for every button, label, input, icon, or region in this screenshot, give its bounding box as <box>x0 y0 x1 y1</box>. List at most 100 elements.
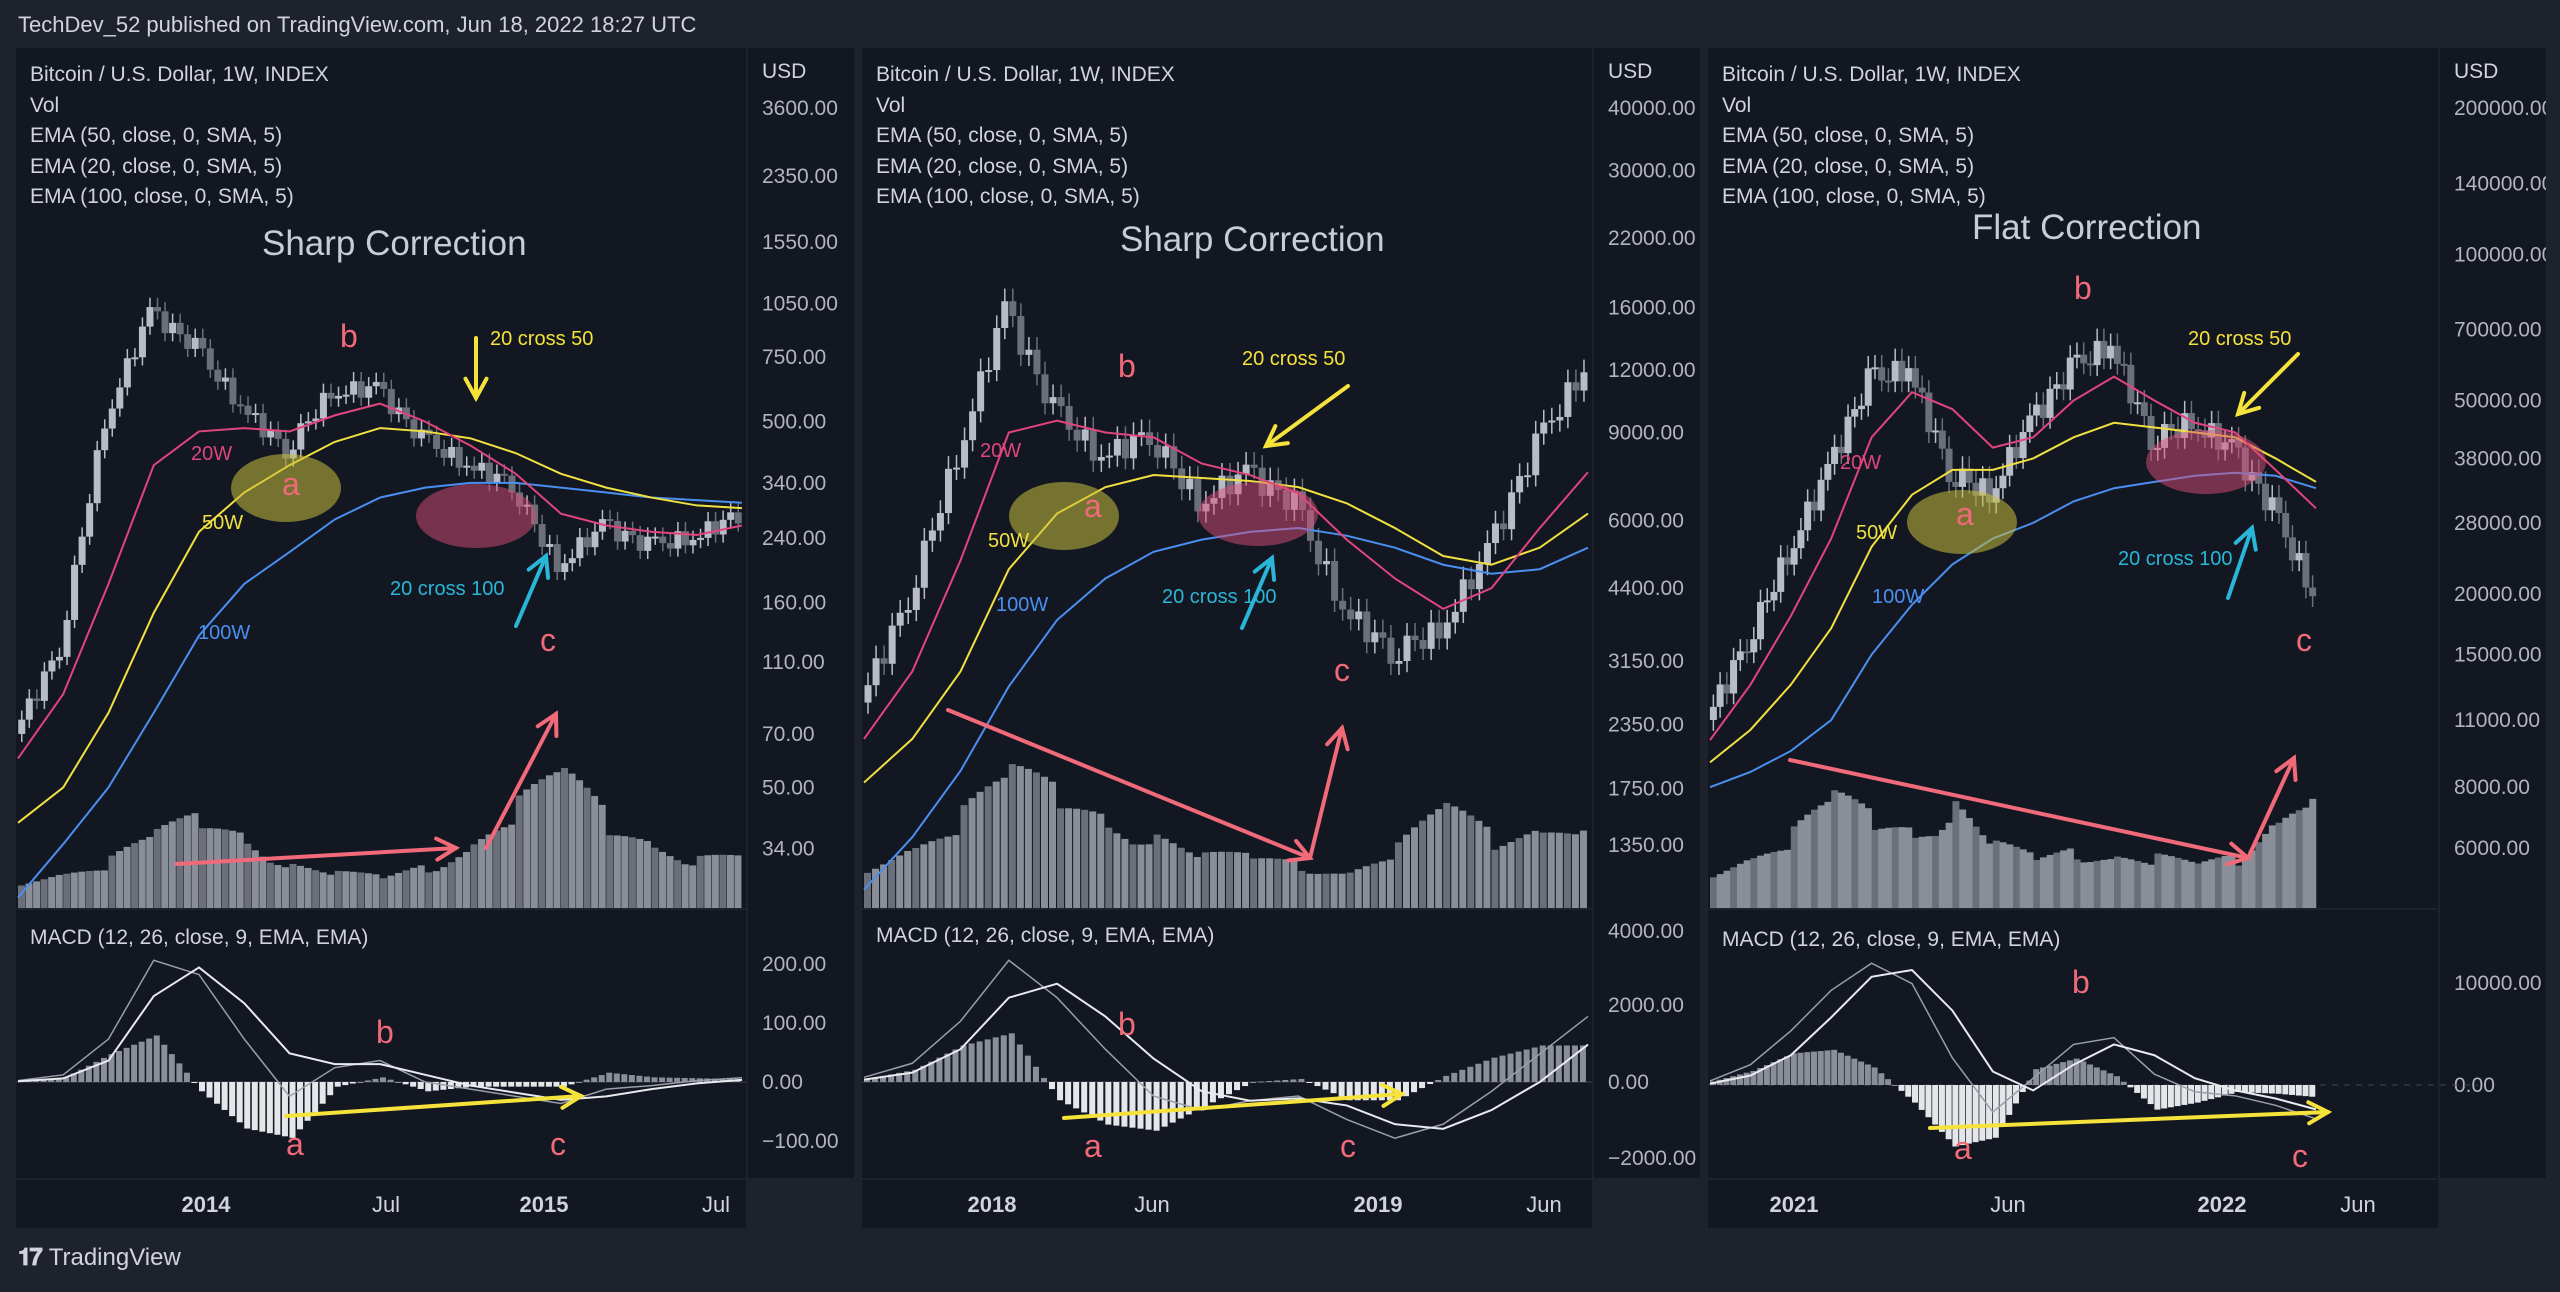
macd-histogram-bar <box>2039 1067 2046 1085</box>
macd-histogram-bar <box>2080 1061 2087 1085</box>
cross100-arrow <box>514 554 548 628</box>
volume-bar <box>1386 859 1394 908</box>
candle-body <box>614 521 622 542</box>
price-tick-label: 240.00 <box>762 527 826 550</box>
volume-bar <box>1952 801 1960 908</box>
volume-bar <box>2174 857 2182 908</box>
volume-bar <box>1049 781 1057 908</box>
volume-bar <box>2066 848 2074 908</box>
macd-histogram-bar <box>628 1075 635 1082</box>
candle-body <box>1777 557 1785 592</box>
candle-body <box>953 467 961 470</box>
volume-bar <box>18 885 25 908</box>
candle-body <box>591 531 599 548</box>
volume-bar <box>621 836 629 908</box>
volume-bar <box>342 871 350 908</box>
candle-body <box>1716 684 1724 707</box>
macd-histogram-bar <box>2093 1067 2100 1085</box>
volume-bar <box>425 872 433 908</box>
volume-bar <box>2033 859 2041 908</box>
macd-histogram-bar <box>1234 1082 1241 1091</box>
volume-bar <box>1959 809 1967 908</box>
candle-body <box>689 539 697 546</box>
volume-bar <box>1065 808 1073 908</box>
volume-bar <box>1723 870 1731 908</box>
macd-histogram-bar <box>1483 1060 1490 1082</box>
volume-bar <box>1483 826 1491 908</box>
macd-histogram-bar <box>1563 1045 1570 1082</box>
volume-bar <box>2154 853 2162 908</box>
volume-bar <box>1730 867 1738 908</box>
macd-histogram-bar <box>2181 1085 2188 1105</box>
price-tick-label: 12000.00 <box>1608 359 1696 382</box>
candle-body <box>1925 392 1933 433</box>
macd-histogram-bar <box>1945 1085 1952 1140</box>
macd-histogram-bar <box>613 1073 620 1082</box>
macd-histogram-bar <box>1790 1053 1797 1085</box>
macd-histogram-bar <box>2241 1085 2248 1093</box>
macd-title-2: MACD (12, 26, close, 9, EMA, EMA) <box>876 924 1215 947</box>
candle-body <box>1817 479 1825 511</box>
macd-histogram-bar <box>2309 1085 2316 1097</box>
macd-signal-line <box>863 982 1589 1130</box>
time-tick-label: Jun <box>1134 1192 1169 1217</box>
candle-body <box>1475 564 1483 590</box>
price-tick-label: 11000.00 <box>2454 709 2540 732</box>
candle-body <box>1403 635 1411 662</box>
macd-histogram-bar <box>2289 1085 2296 1095</box>
price-tick-label: 28000.00 <box>2454 512 2542 535</box>
macd-histogram-bar <box>478 1082 485 1087</box>
macd-histogram-bar <box>1972 1085 1979 1143</box>
macd-histogram-bar <box>1226 1082 1232 1095</box>
macd-tick-label: 4000.00 <box>1608 920 1684 943</box>
macd-histogram-bar <box>1306 1082 1313 1083</box>
volume-bar <box>1750 858 1758 908</box>
volume-bar <box>598 804 606 908</box>
price-tick-label: 750.00 <box>762 346 826 369</box>
volume-bar <box>2093 860 2101 908</box>
candle-body <box>621 530 629 542</box>
macd-histogram-bar <box>131 1044 138 1082</box>
volume-bar <box>199 828 206 908</box>
candle-body <box>1339 600 1347 610</box>
candle-body <box>1516 476 1524 493</box>
tradingview-logo-icon: 𝟏𝟕 <box>18 1244 43 1271</box>
candle-body <box>500 473 508 476</box>
volume-bar <box>1986 843 1994 908</box>
volume-bar <box>726 854 734 908</box>
macd-histogram-bar <box>380 1077 386 1082</box>
chart-canvas-2: USD 40000.00 30000.00 22000.00 16000.00 12000… <box>862 48 1700 1228</box>
macd-tick-label: −100.00 <box>762 1130 839 1153</box>
macd-histogram-bar <box>636 1075 643 1082</box>
candle-body <box>538 524 546 547</box>
candle-body <box>191 337 199 349</box>
candle-body <box>666 543 674 549</box>
macd-histogram-bar <box>2006 1085 2013 1115</box>
volume-bar <box>1000 777 1008 908</box>
macd-histogram-bar <box>1137 1082 1144 1129</box>
candle-body <box>1435 622 1443 639</box>
candle-body <box>267 430 275 438</box>
volume-bar <box>1258 858 1266 908</box>
price-tick-label: 110.00 <box>762 651 825 674</box>
price-tick-label: 4400.00 <box>1608 577 1684 600</box>
price-tick-label: 1050.00 <box>762 293 838 316</box>
macd-histogram-bar <box>1459 1069 1466 1082</box>
macd-histogram-bar <box>1736 1074 1743 1085</box>
candle-body <box>674 531 682 549</box>
volume-bar <box>221 829 229 908</box>
volume-bar <box>500 827 508 908</box>
ema20-line <box>1709 375 2317 741</box>
candle-body <box>101 428 109 451</box>
volume-bar <box>2289 813 2297 908</box>
macd-title-1: MACD (12, 26, close, 9, EMA, EMA) <box>30 926 369 949</box>
volume-bar <box>1201 852 1209 908</box>
candle-body <box>944 468 952 514</box>
macd-tick-label: 0.00 <box>762 1071 803 1094</box>
macd-histogram-bar <box>2046 1065 2053 1085</box>
macd-histogram-bar <box>545 1082 552 1087</box>
volume-bar <box>1804 814 1812 908</box>
candle-body <box>1743 651 1751 654</box>
candle-body <box>712 521 720 535</box>
volume-bar <box>928 841 936 908</box>
